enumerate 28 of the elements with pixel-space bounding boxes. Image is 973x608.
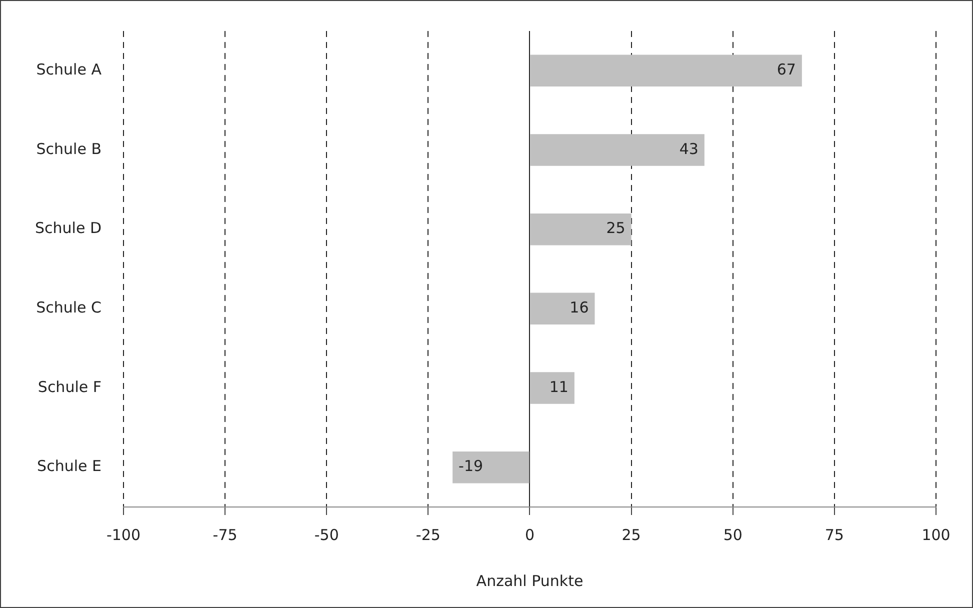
data-label: 16 [570, 298, 589, 317]
x-tick-label: -100 [106, 526, 141, 544]
x-axis-title: Anzahl Punkte [476, 572, 584, 590]
y-tick-label: Schule E [37, 457, 102, 476]
bar [530, 54, 802, 87]
y-tick-label: Schule B [36, 140, 102, 158]
x-tick-label: 100 [922, 526, 950, 544]
x-tick-label: 25 [622, 526, 641, 544]
x-tick-label: 0 [524, 526, 535, 544]
data-label: 25 [606, 219, 626, 238]
x-tick-label: 50 [723, 526, 742, 544]
y-tick-label: Schule A [36, 60, 102, 79]
x-tick-label: 75 [824, 526, 844, 544]
bar [530, 213, 632, 246]
bar [530, 134, 704, 166]
y-tick-label: Schule C [36, 298, 102, 317]
data-label: -19 [458, 457, 484, 476]
data-label: 11 [549, 378, 568, 396]
data-label: 43 [679, 140, 698, 158]
bar [530, 292, 595, 325]
y-tick-label: Schule D [34, 219, 102, 238]
y-tick-label: Schule F [38, 378, 102, 396]
bar [530, 372, 574, 404]
x-tick-label: -75 [212, 526, 238, 544]
bar [452, 451, 530, 484]
x-tick-label: -25 [416, 526, 440, 544]
x-tick-label: -50 [314, 526, 339, 544]
data-label: 67 [776, 60, 796, 79]
